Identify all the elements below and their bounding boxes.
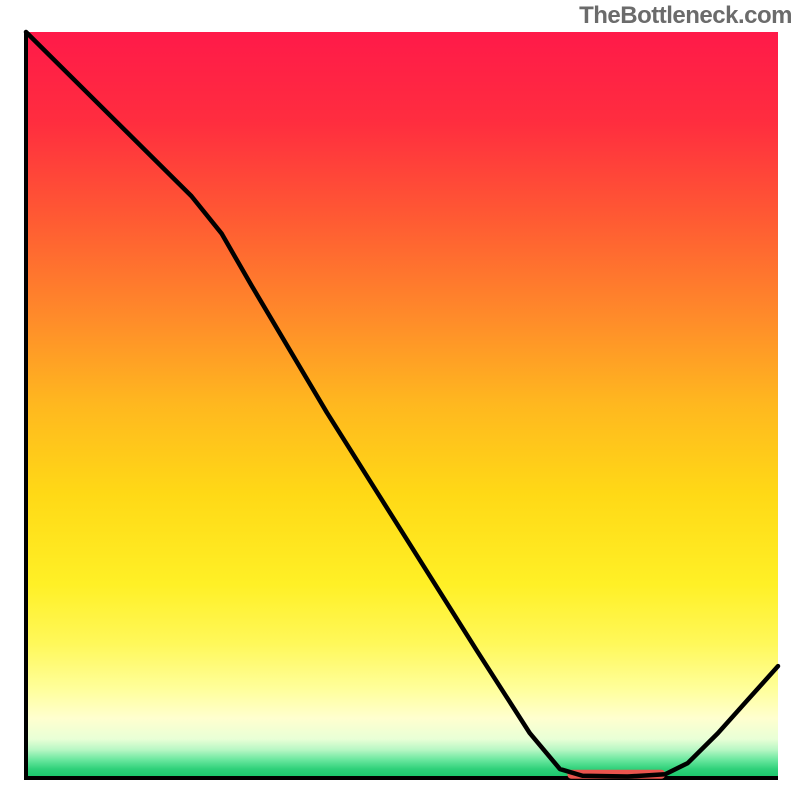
bottleneck-chart [0,0,800,800]
watermark-text: TheBottleneck.com [579,2,792,30]
